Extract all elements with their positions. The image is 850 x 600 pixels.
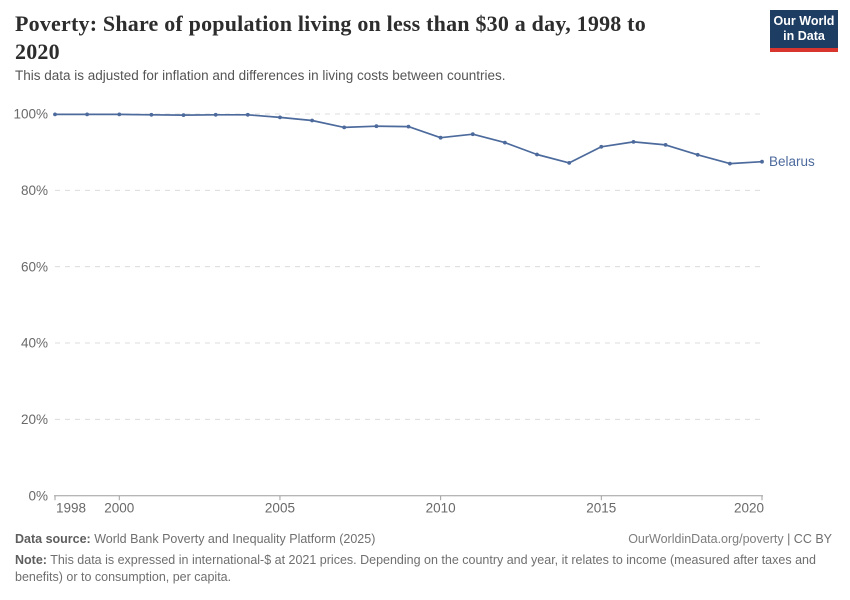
data-point-2015[interactable]	[599, 144, 604, 149]
x-tick-label-2005: 2005	[265, 501, 295, 516]
data-point-2002[interactable]	[181, 113, 186, 117]
page-title: Poverty: Share of population living on l…	[15, 11, 646, 64]
data-point-2014[interactable]	[567, 161, 572, 165]
data-source-label: Data source:	[15, 532, 91, 546]
data-point-1999[interactable]	[85, 112, 89, 117]
data-point-2003[interactable]	[213, 112, 218, 117]
footer-license: CC BY	[793, 532, 832, 546]
footer-attribution: OurWorldinData.org/poverty | CC BY	[628, 531, 832, 548]
y-tick-label-40: 40%	[21, 336, 48, 351]
data-point-2007[interactable]	[342, 125, 347, 130]
data-point-2008[interactable]	[374, 124, 379, 129]
owid-logo[interactable]: Our World in Data	[770, 10, 838, 52]
data-point-2004[interactable]	[245, 112, 250, 117]
x-tick-label-1998: 1998	[56, 501, 86, 516]
data-point-2016[interactable]	[631, 140, 636, 144]
data-line-belarus	[54, 113, 763, 165]
data-point-2005[interactable]	[278, 115, 282, 120]
line-chart[interactable]: 0% 20% 40% 60% 80% 100% 1998 2000 2005 2010 2015 20…	[0, 95, 850, 525]
logo-line2: in Data	[783, 29, 825, 43]
data-point-2018[interactable]	[695, 152, 700, 157]
y-tick-label-60: 60%	[21, 259, 48, 274]
footer-separator: |	[787, 532, 791, 546]
data-point-1998[interactable]	[53, 112, 57, 117]
y-tick-label-0: 0%	[28, 488, 48, 503]
footer-note-label: Note:	[15, 553, 47, 567]
x-tick-label-2015: 2015	[586, 501, 616, 516]
data-point-2013[interactable]	[535, 152, 539, 157]
y-tick-label-100: 100%	[13, 107, 48, 122]
data-point-2020[interactable]	[760, 159, 764, 164]
chart-subtitle: This data is adjusted for inflation and …	[15, 68, 506, 83]
footer-note: Note: This data is expressed in internat…	[15, 552, 832, 586]
x-tick-label-2020: 2020	[734, 501, 764, 516]
y-tick-label-20: 20%	[21, 412, 48, 427]
series-end-label: Belarus	[769, 154, 815, 169]
data-point-2017[interactable]	[663, 143, 668, 147]
data-point-2006[interactable]	[310, 118, 314, 123]
data-point-2010[interactable]	[438, 135, 443, 140]
logo-line1: Our World	[773, 14, 835, 28]
footer-link[interactable]: OurWorldinData.org/poverty	[628, 532, 784, 546]
footer-note-text: This data is expressed in international-…	[15, 553, 816, 584]
data-source: Data source: World Bank Poverty and Ineq…	[15, 531, 375, 548]
y-tick-label-80: 80%	[21, 183, 48, 198]
data-point-2001[interactable]	[149, 112, 154, 117]
chart-footer: Data source: World Bank Poverty and Ineq…	[15, 531, 832, 586]
data-point-2019[interactable]	[728, 161, 732, 166]
x-tick-label-2010: 2010	[426, 501, 456, 516]
data-point-2012[interactable]	[503, 140, 507, 145]
data-point-2009[interactable]	[406, 124, 411, 129]
data-source-text: World Bank Poverty and Inequality Platfo…	[94, 532, 376, 546]
x-tick-label-2000: 2000	[104, 501, 134, 516]
data-point-2011[interactable]	[470, 132, 475, 137]
data-point-2000[interactable]	[117, 112, 122, 117]
